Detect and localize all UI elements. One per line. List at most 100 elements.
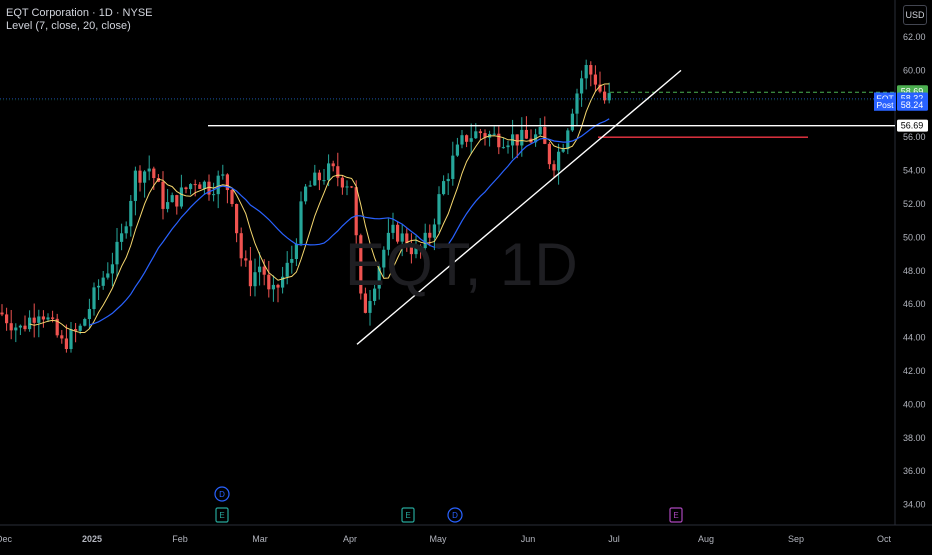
candle-body [465, 135, 469, 142]
price-tick-label: 42.00 [903, 366, 926, 376]
candle-body [166, 202, 170, 209]
candle-body [170, 195, 174, 203]
price-label-bg [897, 98, 928, 111]
candle-body [557, 151, 561, 171]
moving-averages-layer [29, 83, 610, 333]
candle-body [409, 247, 413, 255]
candle-body [501, 147, 505, 149]
candle-body [281, 276, 285, 288]
candle-body [212, 194, 216, 196]
candle-body [179, 187, 183, 207]
ma-20-line [89, 118, 610, 326]
candle-body [580, 78, 584, 94]
candle-body [584, 65, 588, 79]
candle-body [97, 285, 101, 288]
candle-body [161, 181, 165, 209]
candle-body [414, 246, 418, 255]
marker-shape [215, 507, 229, 523]
candle-body [483, 133, 487, 138]
candle-body [317, 172, 321, 181]
time-tick-label: 2025 [82, 534, 102, 544]
candle-body [285, 262, 289, 277]
time-tick-label: Dec [0, 534, 12, 544]
earnings-marker[interactable]: E [669, 507, 683, 523]
price-label-bg [897, 119, 928, 132]
candle-body [106, 273, 110, 278]
candle-body [386, 232, 390, 250]
candle-body [442, 181, 446, 195]
candle-body [28, 317, 32, 330]
time-tick-label: Mar [252, 534, 268, 544]
candle-body [92, 287, 96, 310]
candle-body [115, 241, 119, 265]
time-tick-label: Aug [698, 534, 714, 544]
candle-body [202, 181, 206, 189]
candle-body [235, 204, 239, 234]
candle-body [5, 314, 9, 324]
candle-body [336, 166, 340, 178]
candle-body [230, 190, 234, 205]
candle-body [60, 335, 64, 339]
candle-body [561, 149, 565, 152]
candle-body [37, 316, 41, 323]
candle-body [239, 233, 243, 259]
dividend-marker[interactable]: D [447, 507, 463, 523]
candle-body [598, 84, 602, 92]
price-labels: 58.69 EQT 58.32 Post 58.24 56.69 [874, 85, 928, 132]
candle-body [575, 93, 579, 114]
candle-body [78, 325, 82, 331]
candle-body [184, 187, 188, 190]
indicator-legend[interactable]: Level (7, close, 20, close) [6, 20, 131, 32]
candle-body [83, 319, 87, 326]
candle-body [294, 243, 298, 259]
candle-body [354, 187, 358, 236]
price-tick-label: 60.00 [903, 65, 926, 75]
candles-layer [0, 59, 611, 353]
candle-body [207, 181, 211, 195]
candle-body [350, 186, 354, 188]
marker-shape [214, 486, 230, 502]
symbol-watermark: EQT, 1D [345, 231, 579, 298]
price-tick-label: 46.00 [903, 299, 926, 309]
price-tick-label: 44.00 [903, 333, 926, 343]
candle-body [258, 266, 262, 273]
candle-body [455, 144, 459, 156]
candle-body [18, 325, 22, 328]
candle-body [244, 258, 248, 261]
candle-body [0, 312, 4, 315]
candle-body [225, 174, 229, 191]
candle-body [120, 233, 124, 242]
candle-body [377, 267, 381, 289]
candle-body [193, 184, 197, 186]
candle-body [478, 131, 482, 134]
candle-body [359, 235, 363, 294]
candle-body [368, 300, 372, 313]
marker-shape [401, 507, 415, 523]
candle-body [299, 201, 303, 244]
candle-body [46, 317, 50, 320]
currency-button[interactable]: USD [903, 5, 927, 25]
symbol-title[interactable]: EQT Corporation · 1D · NYSE [6, 7, 153, 19]
earnings-marker[interactable]: E [401, 507, 415, 523]
time-tick-label: Jun [521, 534, 536, 544]
candle-body [593, 74, 597, 85]
candle-body [51, 317, 55, 319]
candle-body [432, 224, 436, 238]
candle-body [152, 168, 156, 179]
candle-body [382, 249, 386, 268]
marker-letter: E [219, 511, 224, 520]
candle-body [400, 233, 404, 242]
candle-body [124, 226, 128, 234]
time-axis: Dec 2025 Feb Mar Apr May Jun Jul Aug Sep Oct [0, 534, 891, 544]
earnings-marker[interactable]: E [215, 507, 229, 523]
dividend-marker[interactable]: D [214, 486, 230, 502]
candle-body [363, 293, 367, 313]
marker-letter: D [219, 490, 225, 499]
candle-body [276, 284, 280, 288]
candle-body [69, 329, 73, 350]
candle-body [460, 135, 464, 145]
candle-body [267, 274, 271, 290]
candle-body [216, 175, 220, 195]
